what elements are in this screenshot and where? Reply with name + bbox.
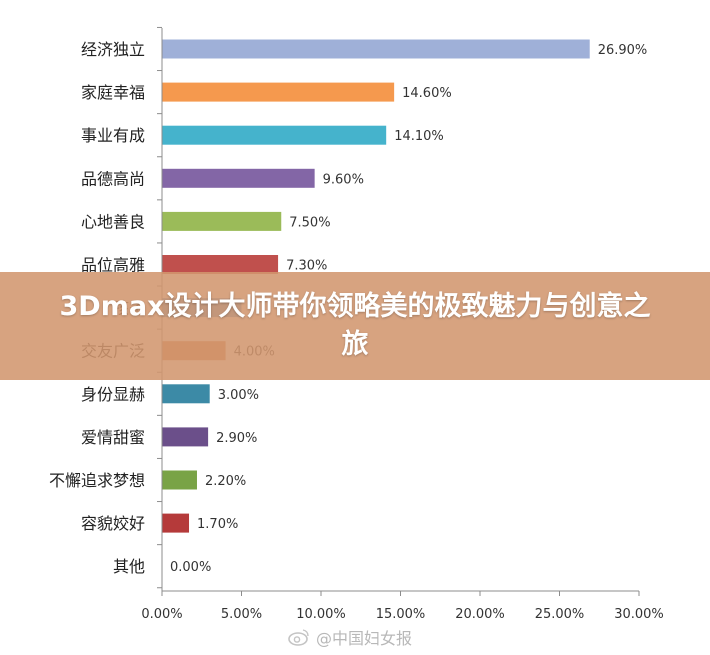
bar (162, 384, 210, 404)
bar (162, 470, 197, 490)
x-tick-label: 5.00% (221, 607, 262, 622)
category-label: 品德高尚 (81, 169, 145, 188)
value-label: 2.90% (216, 431, 257, 446)
bar (162, 39, 590, 59)
bar (162, 513, 190, 533)
bar (162, 82, 395, 102)
bars (162, 39, 590, 533)
title-banner: 3Dmax设计大师带你领略美的极致魅力与创意之旅 (0, 272, 710, 380)
category-label: 心地善良 (81, 212, 145, 231)
bar (162, 255, 279, 274)
value-label: 2.20% (205, 474, 246, 489)
value-label: 14.10% (394, 129, 444, 144)
category-label: 爱情甜蜜 (81, 428, 145, 447)
x-tick-label: 0.00% (141, 607, 182, 622)
category-label: 品位高雅 (81, 256, 145, 275)
bar (162, 125, 387, 145)
value-label: 3.00% (218, 388, 259, 403)
value-label: 1.70% (197, 517, 238, 532)
bar (162, 427, 209, 447)
banner-title: 3Dmax设计大师带你领略美的极致魅力与创意之旅 (59, 291, 651, 360)
bar (162, 211, 282, 231)
value-label: 0.00% (170, 560, 211, 575)
watermark: @中国妇女报 (288, 625, 412, 649)
x-axis: 0.00% 5.00% 10.00% 15.00% 20.00% 25.00% 30.00% (141, 26, 664, 622)
category-label: 事业有成 (81, 126, 145, 145)
value-label: 7.50% (289, 215, 330, 230)
category-label: 身份显赫 (81, 385, 145, 404)
watermark-text: @中国妇女报 (316, 629, 413, 648)
x-tick-label: 15.00% (376, 607, 426, 622)
value-label: 7.30% (286, 259, 327, 274)
value-label: 14.60% (402, 86, 452, 101)
category-label: 经济独立 (81, 40, 145, 59)
value-labels: 26.90%14.60%14.10%9.60%7.50%7.30%4.00%3.… (170, 43, 647, 575)
x-tick-label: 25.00% (535, 607, 585, 622)
category-label: 家庭幸福 (81, 83, 145, 102)
bar (162, 168, 315, 188)
x-tick-label: 10.00% (296, 607, 346, 622)
value-label: 9.60% (323, 172, 364, 187)
category-label: 容貌姣好 (81, 514, 145, 533)
x-tick-label: 30.00% (614, 607, 664, 622)
category-label: 不懈追求梦想 (49, 471, 145, 490)
x-tick-label: 20.00% (455, 607, 505, 622)
value-label: 26.90% (598, 43, 648, 58)
category-label: 其他 (113, 557, 145, 576)
weibo-icon (288, 629, 309, 646)
